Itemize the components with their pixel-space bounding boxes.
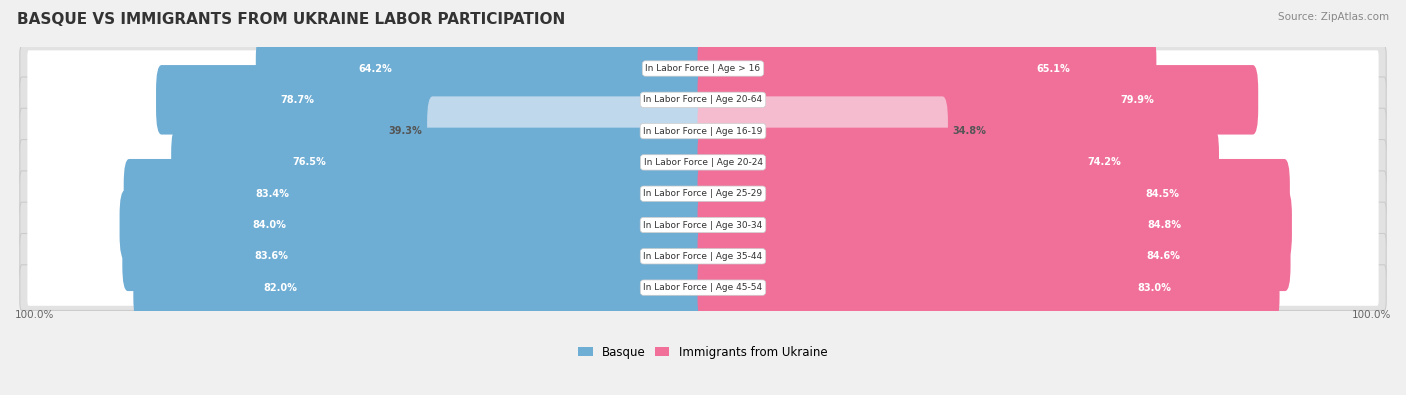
Text: 78.7%: 78.7% bbox=[281, 95, 315, 105]
FancyBboxPatch shape bbox=[20, 139, 1386, 185]
FancyBboxPatch shape bbox=[156, 65, 709, 135]
FancyBboxPatch shape bbox=[124, 159, 709, 228]
Text: 39.3%: 39.3% bbox=[388, 126, 422, 136]
FancyBboxPatch shape bbox=[120, 190, 709, 260]
Text: 74.2%: 74.2% bbox=[1088, 158, 1122, 167]
Text: 84.0%: 84.0% bbox=[252, 220, 285, 230]
Text: 84.8%: 84.8% bbox=[1147, 220, 1181, 230]
Text: 83.6%: 83.6% bbox=[254, 251, 288, 261]
FancyBboxPatch shape bbox=[27, 113, 1379, 149]
FancyBboxPatch shape bbox=[27, 50, 1379, 87]
Text: 84.5%: 84.5% bbox=[1146, 189, 1180, 199]
Text: 64.2%: 64.2% bbox=[359, 64, 392, 73]
FancyBboxPatch shape bbox=[697, 96, 948, 166]
FancyBboxPatch shape bbox=[20, 202, 1386, 248]
FancyBboxPatch shape bbox=[20, 233, 1386, 279]
FancyBboxPatch shape bbox=[172, 128, 709, 197]
FancyBboxPatch shape bbox=[20, 77, 1386, 123]
FancyBboxPatch shape bbox=[697, 128, 1219, 197]
FancyBboxPatch shape bbox=[697, 65, 1258, 135]
Text: 65.1%: 65.1% bbox=[1036, 64, 1070, 73]
Text: In Labor Force | Age 45-54: In Labor Force | Age 45-54 bbox=[644, 283, 762, 292]
FancyBboxPatch shape bbox=[697, 34, 1156, 103]
Text: Source: ZipAtlas.com: Source: ZipAtlas.com bbox=[1278, 12, 1389, 22]
Text: In Labor Force | Age > 16: In Labor Force | Age > 16 bbox=[645, 64, 761, 73]
FancyBboxPatch shape bbox=[27, 269, 1379, 306]
Text: In Labor Force | Age 20-64: In Labor Force | Age 20-64 bbox=[644, 95, 762, 104]
FancyBboxPatch shape bbox=[122, 222, 709, 291]
Text: 83.0%: 83.0% bbox=[1137, 282, 1171, 293]
FancyBboxPatch shape bbox=[27, 144, 1379, 181]
Text: 83.4%: 83.4% bbox=[256, 189, 290, 199]
Text: In Labor Force | Age 35-44: In Labor Force | Age 35-44 bbox=[644, 252, 762, 261]
FancyBboxPatch shape bbox=[27, 82, 1379, 118]
FancyBboxPatch shape bbox=[20, 46, 1386, 91]
Text: BASQUE VS IMMIGRANTS FROM UKRAINE LABOR PARTICIPATION: BASQUE VS IMMIGRANTS FROM UKRAINE LABOR … bbox=[17, 12, 565, 27]
FancyBboxPatch shape bbox=[27, 207, 1379, 243]
FancyBboxPatch shape bbox=[697, 222, 1291, 291]
FancyBboxPatch shape bbox=[256, 34, 709, 103]
FancyBboxPatch shape bbox=[697, 190, 1292, 260]
FancyBboxPatch shape bbox=[20, 265, 1386, 310]
Text: 82.0%: 82.0% bbox=[263, 282, 297, 293]
Text: 100.0%: 100.0% bbox=[1351, 310, 1391, 320]
Text: 79.9%: 79.9% bbox=[1121, 95, 1154, 105]
Legend: Basque, Immigrants from Ukraine: Basque, Immigrants from Ukraine bbox=[574, 341, 832, 363]
FancyBboxPatch shape bbox=[20, 171, 1386, 216]
Text: In Labor Force | Age 16-19: In Labor Force | Age 16-19 bbox=[644, 127, 762, 135]
Text: 34.8%: 34.8% bbox=[953, 126, 987, 136]
FancyBboxPatch shape bbox=[134, 253, 709, 322]
Text: In Labor Force | Age 20-24: In Labor Force | Age 20-24 bbox=[644, 158, 762, 167]
FancyBboxPatch shape bbox=[697, 159, 1289, 228]
Text: 76.5%: 76.5% bbox=[292, 158, 326, 167]
FancyBboxPatch shape bbox=[27, 175, 1379, 212]
Text: In Labor Force | Age 30-34: In Labor Force | Age 30-34 bbox=[644, 220, 762, 229]
Text: 100.0%: 100.0% bbox=[15, 310, 55, 320]
Text: In Labor Force | Age 25-29: In Labor Force | Age 25-29 bbox=[644, 189, 762, 198]
FancyBboxPatch shape bbox=[27, 238, 1379, 275]
Text: 84.6%: 84.6% bbox=[1146, 251, 1180, 261]
FancyBboxPatch shape bbox=[697, 253, 1279, 322]
FancyBboxPatch shape bbox=[20, 108, 1386, 154]
FancyBboxPatch shape bbox=[427, 96, 709, 166]
